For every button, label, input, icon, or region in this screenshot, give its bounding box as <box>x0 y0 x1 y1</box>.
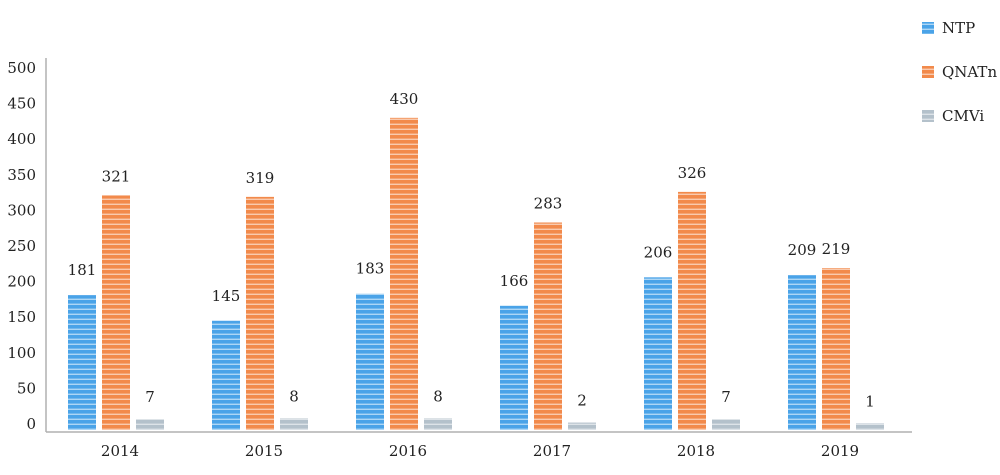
y-tick-label: 450 <box>7 95 36 113</box>
bar-ntp-2015 <box>212 320 240 430</box>
y-tick-label: 250 <box>7 237 36 255</box>
x-tick-label: 2017 <box>533 442 571 460</box>
legend-swatch <box>922 66 934 78</box>
legend-item-cmvi: CMVi <box>922 107 984 125</box>
legend-item-ntp: NTP <box>922 19 975 37</box>
bar-cmvi-2019 <box>856 423 884 430</box>
x-tick-label: 2015 <box>245 442 283 460</box>
data-label-cmvi-2015: 8 <box>289 387 299 405</box>
bar-ntp-2014 <box>68 295 96 430</box>
x-tick-label: 2014 <box>101 442 139 460</box>
y-tick-label: 200 <box>7 273 36 291</box>
legend-label: CMVi <box>942 107 984 125</box>
bar-cmvi-2017 <box>568 422 596 430</box>
bar-ntp-2016 <box>356 293 384 430</box>
bar-ntp-2019 <box>788 275 816 430</box>
data-label-cmvi-2018: 7 <box>721 388 731 406</box>
y-axis: 0 50 100 150 200 250 300 350 400 450 500 <box>7 58 47 433</box>
x-tick-label: 2016 <box>389 442 427 460</box>
data-label-qnatn-2018: 326 <box>678 164 707 182</box>
data-label-ntp-2016: 183 <box>356 260 385 278</box>
data-label-cmvi-2014: 7 <box>145 388 155 406</box>
data-label-ntp-2014: 181 <box>68 261 97 279</box>
bar-cmvi-2018 <box>712 419 740 430</box>
x-tick-label: 2018 <box>677 442 715 460</box>
data-label-cmvi-2017: 2 <box>577 392 587 410</box>
bar-qnatn-2016 <box>390 117 418 430</box>
data-label-qnatn-2019: 219 <box>822 240 851 258</box>
data-label-ntp-2015: 145 <box>212 287 241 305</box>
data-labels: 181 321 7 145 319 8 183 430 8 166 283 2 206 326 7 209 21… <box>68 90 875 410</box>
legend-swatch <box>922 22 934 34</box>
legend-label: NTP <box>942 19 975 37</box>
data-label-qnatn-2017: 283 <box>534 195 563 213</box>
bar-ntp-2018 <box>644 277 672 430</box>
x-axis: 2014 2015 2016 2017 2018 2019 <box>46 431 912 460</box>
y-tick-label: 300 <box>7 201 36 219</box>
bar-qnatn-2015 <box>246 196 274 430</box>
bar-ntp-2017 <box>500 305 528 430</box>
y-tick-label: 50 <box>17 379 36 397</box>
bar-qnatn-2014 <box>102 195 130 430</box>
bar-qnatn-2017 <box>534 222 562 430</box>
data-label-qnatn-2016: 430 <box>390 90 419 108</box>
legend-item-qnatn: QNATn <box>922 63 997 81</box>
bars <box>68 117 884 430</box>
legend: NTP QNATn CMVi <box>922 19 997 125</box>
y-tick-label: 400 <box>7 130 36 148</box>
bar-cmvi-2014 <box>136 419 164 430</box>
y-tick-label: 500 <box>7 59 36 77</box>
data-label-ntp-2018: 206 <box>644 243 673 261</box>
data-label-ntp-2017: 166 <box>500 272 529 290</box>
y-tick-label: 0 <box>26 415 36 433</box>
data-label-ntp-2019: 209 <box>788 241 817 259</box>
data-label-cmvi-2019: 1 <box>865 392 875 410</box>
bar-qnatn-2018 <box>678 191 706 430</box>
bar-cmvi-2015 <box>280 418 308 430</box>
data-label-qnatn-2014: 321 <box>102 167 131 185</box>
bar-qnatn-2019 <box>822 268 850 430</box>
y-tick-label: 100 <box>7 344 36 362</box>
legend-label: QNATn <box>942 63 997 81</box>
legend-swatch <box>922 110 934 122</box>
y-tick-label: 150 <box>7 308 36 326</box>
bar-cmvi-2016 <box>424 418 452 430</box>
data-label-cmvi-2016: 8 <box>433 387 443 405</box>
data-label-qnatn-2015: 319 <box>246 169 275 187</box>
y-tick-label: 350 <box>7 166 36 184</box>
x-tick-label: 2019 <box>821 442 859 460</box>
